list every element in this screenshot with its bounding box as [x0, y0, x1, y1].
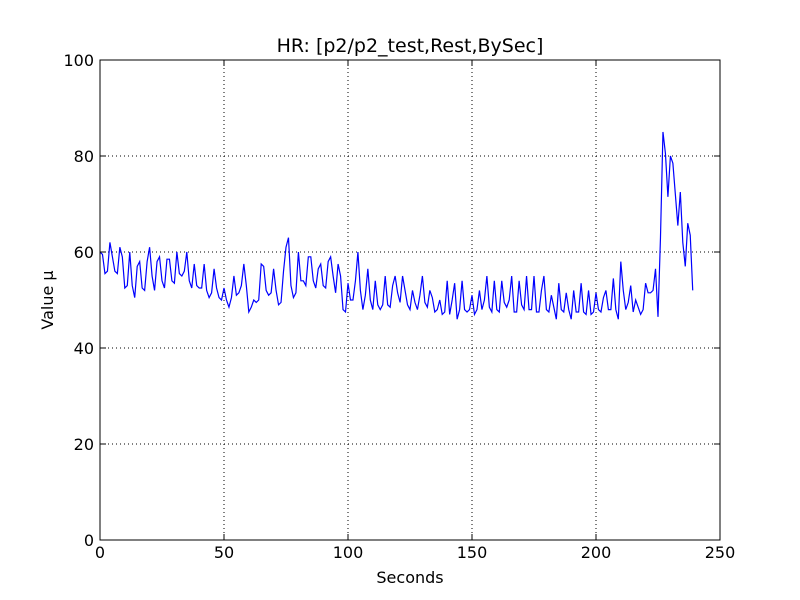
y-tick-label: 0: [84, 531, 94, 550]
y-tick-label: 40: [74, 339, 94, 358]
y-tick-label: 100: [63, 51, 94, 70]
chart-title: HR: [p2/p2_test,Rest,BySec]: [277, 35, 544, 57]
plot-frame: [99, 59, 721, 541]
x-axis-label: Seconds: [376, 568, 443, 587]
data-line: [99, 131, 694, 320]
x-tick-label: 0: [95, 543, 105, 562]
x-tick-label: 150: [457, 543, 488, 562]
x-tick-label: 100: [333, 543, 364, 562]
y-tick-label: 80: [74, 147, 94, 166]
y-tick-label: 60: [74, 243, 94, 262]
x-tick-label: 200: [581, 543, 612, 562]
x-tick-label: 250: [705, 543, 736, 562]
y-tick-label: 20: [74, 435, 94, 454]
plot: [99, 131, 694, 320]
x-tick-label: 50: [214, 543, 234, 562]
y-axis-label: Value μ: [38, 270, 57, 329]
